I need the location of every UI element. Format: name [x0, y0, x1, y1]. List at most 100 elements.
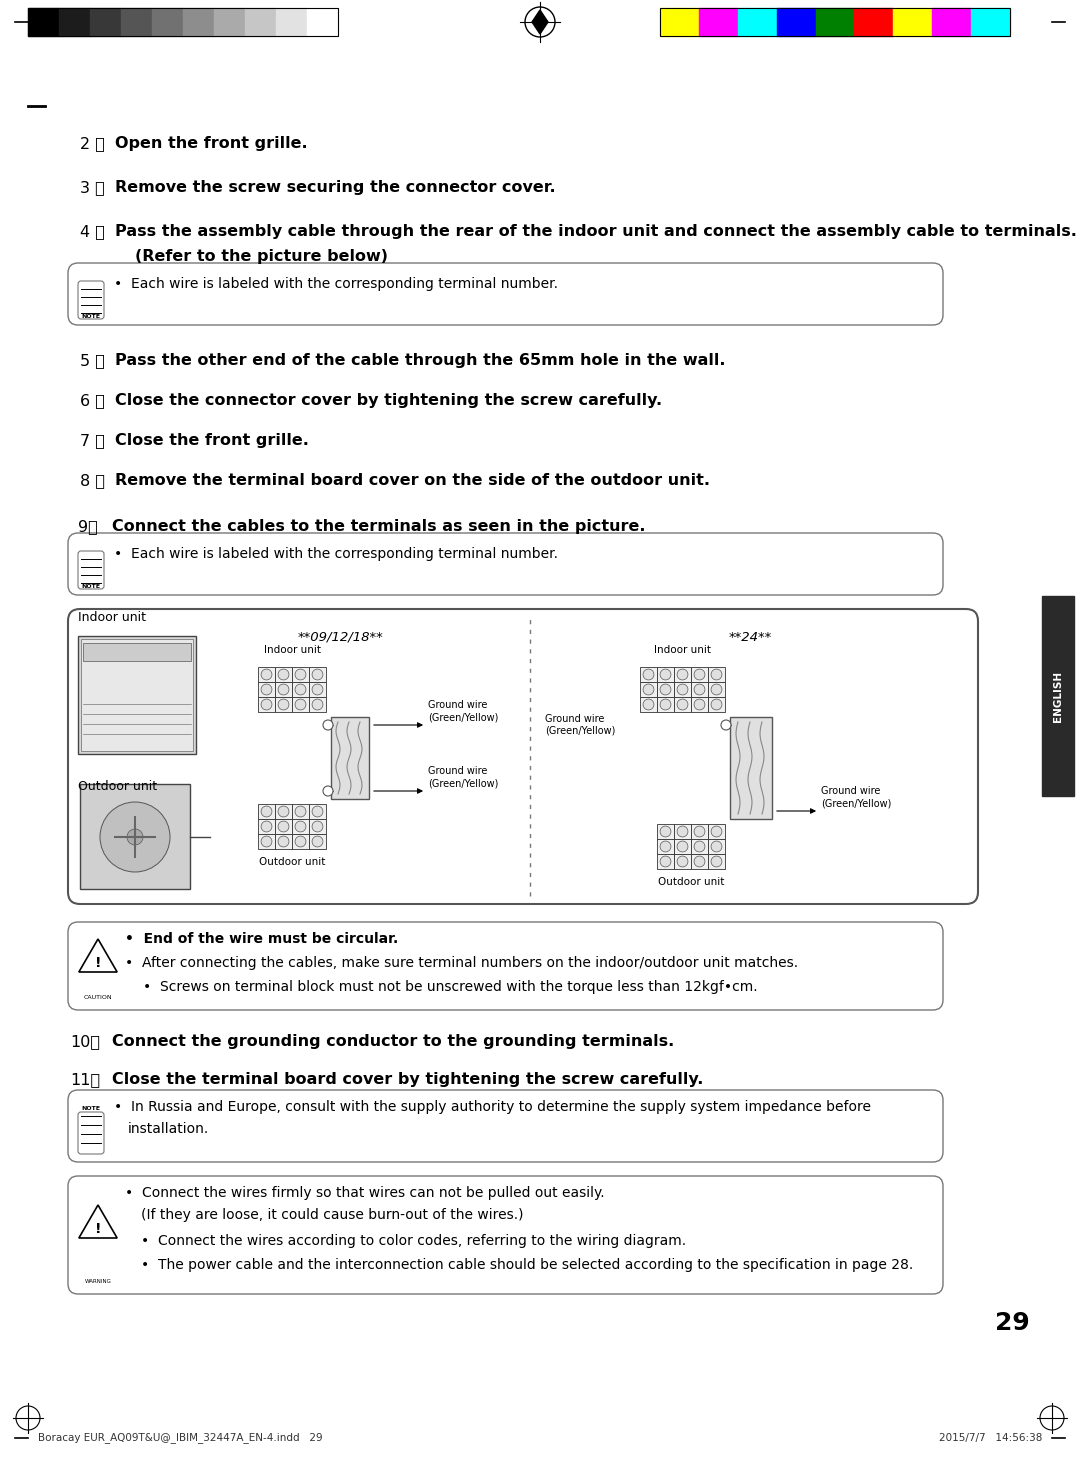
Circle shape — [312, 835, 323, 847]
Text: Connect the grounding conductor to the grounding terminals.: Connect the grounding conductor to the g… — [112, 1035, 674, 1049]
Text: 3: 3 — [315, 686, 320, 692]
Text: Close the front grille.: Close the front grille. — [114, 432, 309, 449]
Circle shape — [643, 683, 654, 695]
Bar — [657, 855, 674, 869]
Text: 7 ．: 7 ． — [80, 432, 105, 449]
Bar — [657, 697, 674, 711]
Bar — [121, 7, 152, 35]
Circle shape — [711, 669, 721, 680]
Circle shape — [694, 700, 705, 710]
Circle shape — [261, 683, 272, 695]
Circle shape — [312, 806, 323, 816]
Bar — [78, 636, 195, 754]
Circle shape — [694, 683, 705, 695]
Text: Remove the terminal board cover on the side of the outdoor unit.: Remove the terminal board cover on the s… — [114, 472, 710, 489]
Circle shape — [278, 683, 289, 695]
Circle shape — [660, 683, 671, 695]
Text: •  Each wire is labeled with the corresponding terminal number.: • Each wire is labeled with the correspo… — [114, 548, 558, 561]
Bar — [183, 7, 214, 35]
Bar — [815, 7, 854, 35]
Bar — [309, 819, 326, 834]
Text: Close the connector cover by tightening the screw carefully.: Close the connector cover by tightening … — [114, 393, 662, 407]
Bar — [660, 7, 699, 35]
Bar — [59, 7, 90, 35]
Bar — [660, 7, 1010, 35]
Circle shape — [278, 700, 289, 710]
Circle shape — [261, 669, 272, 680]
Circle shape — [694, 827, 705, 837]
Circle shape — [660, 856, 671, 866]
Bar — [640, 682, 657, 697]
Bar — [708, 824, 725, 838]
Text: CAUTION: CAUTION — [83, 995, 112, 1001]
Circle shape — [278, 821, 289, 832]
Bar — [854, 7, 893, 35]
Text: 2015/7/7   14:56:38: 2015/7/7 14:56:38 — [939, 1433, 1042, 1444]
Circle shape — [323, 787, 333, 796]
Text: L: L — [663, 686, 667, 692]
Circle shape — [643, 700, 654, 710]
Bar — [674, 682, 691, 697]
Text: installation.: installation. — [129, 1122, 210, 1137]
Circle shape — [100, 801, 170, 872]
FancyBboxPatch shape — [78, 280, 104, 319]
Bar — [657, 682, 674, 697]
Text: N: N — [264, 824, 269, 830]
Bar — [730, 717, 772, 819]
Text: Ground wire
(Green/Yellow): Ground wire (Green/Yellow) — [428, 701, 498, 722]
Text: Remove the screw securing the connector cover.: Remove the screw securing the connector … — [114, 180, 555, 195]
Text: (If they are loose, it could cause burn-out of the wires.): (If they are loose, it could cause burn-… — [141, 1207, 524, 1222]
Text: Close the terminal board cover by tightening the screw carefully.: Close the terminal board cover by tighte… — [112, 1072, 703, 1086]
Text: NOTE: NOTE — [81, 584, 100, 589]
Text: 3 ．: 3 ． — [80, 180, 105, 195]
FancyBboxPatch shape — [68, 1176, 943, 1294]
Circle shape — [261, 821, 272, 832]
Text: Connect the cables to the terminals as seen in the picture.: Connect the cables to the terminals as s… — [112, 520, 646, 534]
Text: NOTE: NOTE — [81, 314, 100, 319]
Text: •  Connect the wires according to color codes, referring to the wiring diagram.: • Connect the wires according to color c… — [141, 1234, 686, 1249]
Bar — [292, 804, 309, 819]
Circle shape — [677, 841, 688, 852]
Circle shape — [711, 683, 721, 695]
Bar — [275, 819, 292, 834]
Bar — [738, 7, 777, 35]
Text: Indoor unit: Indoor unit — [264, 645, 321, 655]
Circle shape — [312, 821, 323, 832]
Bar — [971, 7, 1010, 35]
Circle shape — [677, 827, 688, 837]
Bar — [28, 7, 338, 35]
Text: •  In Russia and Europe, consult with the supply authority to determine the supp: • In Russia and Europe, consult with the… — [114, 1100, 870, 1114]
Circle shape — [694, 841, 705, 852]
Text: Pass the assembly cable through the rear of the indoor unit and connect the asse: Pass the assembly cable through the rear… — [114, 224, 1077, 239]
Bar — [708, 838, 725, 855]
Circle shape — [261, 700, 272, 710]
Circle shape — [721, 720, 731, 731]
Bar — [657, 838, 674, 855]
Circle shape — [312, 683, 323, 695]
Text: Pass the other end of the cable through the 65mm hole in the wall.: Pass the other end of the cable through … — [114, 353, 726, 368]
Bar — [309, 804, 326, 819]
FancyBboxPatch shape — [68, 610, 978, 903]
Circle shape — [278, 806, 289, 816]
FancyBboxPatch shape — [68, 263, 943, 325]
Text: 4 ．: 4 ． — [80, 224, 105, 239]
Circle shape — [660, 669, 671, 680]
Bar — [708, 682, 725, 697]
Text: (Refer to the picture below): (Refer to the picture below) — [135, 249, 388, 264]
Bar — [275, 804, 292, 819]
Text: 3: 3 — [315, 824, 320, 830]
Text: 9．: 9． — [78, 520, 98, 534]
Text: N: N — [646, 686, 651, 692]
Bar — [80, 784, 190, 889]
Text: Ground wire
(Green/Yellow): Ground wire (Green/Yellow) — [428, 766, 498, 788]
Circle shape — [278, 835, 289, 847]
Text: Boracay EUR_AQ09T&U@_IBIM_32447A_EN-4.indd   29: Boracay EUR_AQ09T&U@_IBIM_32447A_EN-4.in… — [38, 1433, 323, 1444]
Circle shape — [711, 700, 721, 710]
Bar — [309, 682, 326, 697]
Text: **24**: **24** — [728, 632, 771, 644]
Text: •  After connecting the cables, make sure terminal numbers on the indoor/outdoor: • After connecting the cables, make sure… — [125, 956, 798, 970]
Text: N: N — [264, 686, 269, 692]
Bar — [307, 7, 338, 35]
Bar — [932, 7, 971, 35]
Bar — [258, 697, 275, 711]
